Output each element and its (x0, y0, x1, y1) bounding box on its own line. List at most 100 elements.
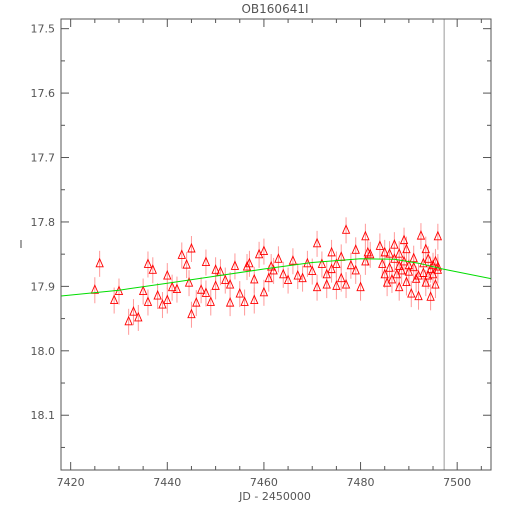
data-point (378, 258, 387, 268)
data-point (177, 249, 186, 259)
data-point (206, 296, 215, 306)
data-point (187, 308, 196, 319)
data-point (341, 224, 351, 234)
data-point (167, 281, 177, 292)
data-point (390, 239, 399, 249)
data-point (385, 262, 394, 272)
x-tick-label: 7480 (347, 476, 375, 489)
data-point (332, 258, 341, 268)
data-point (361, 255, 370, 266)
data-point (312, 237, 322, 248)
data-point (409, 261, 418, 272)
data-point (279, 268, 288, 279)
data-point (245, 257, 254, 268)
y-tick-label: 17.8 (31, 216, 56, 229)
data-point (387, 273, 397, 284)
data-point (184, 277, 194, 287)
data-point (148, 264, 157, 274)
data-point (395, 260, 404, 270)
data-point (192, 297, 201, 307)
data-point (402, 276, 411, 286)
data-point (109, 294, 119, 305)
data-point (428, 268, 438, 279)
y-tick-label: 18.1 (31, 409, 56, 422)
data-point (416, 230, 426, 240)
x-tick-label: 7500 (443, 476, 471, 489)
data-point (433, 260, 443, 271)
data-point (124, 315, 133, 326)
plot-frame (60, 18, 492, 471)
data-point (356, 281, 365, 292)
data-point (411, 273, 421, 283)
y-tick-label: 17.5 (31, 23, 56, 36)
model-fit-line (61, 258, 491, 297)
data-point (163, 294, 172, 305)
data-point (419, 267, 428, 277)
data-point (242, 260, 252, 271)
y-tick-label: 17.9 (31, 280, 56, 293)
data-point (346, 259, 356, 270)
data-point (433, 230, 443, 241)
data-point (404, 259, 414, 270)
x-tick-label: 7460 (250, 476, 278, 489)
data-point (332, 280, 341, 290)
data-point (421, 243, 430, 254)
data-point (385, 248, 394, 258)
data-point (240, 296, 249, 306)
data-point (288, 255, 298, 265)
data-point (414, 290, 423, 301)
data-point (327, 263, 336, 274)
data-point (225, 297, 235, 307)
data-point (366, 248, 375, 259)
data-point (264, 272, 273, 283)
data-point (407, 287, 416, 298)
data-point (182, 258, 191, 269)
data-point (426, 291, 435, 301)
axis-ticks: 7420 7440 7460 7480 7500 17.5 17.6 17.7 17.8 17.9… (31, 19, 491, 489)
data-point (266, 260, 276, 271)
data-point (431, 278, 440, 289)
data-point (322, 278, 331, 289)
data-point (380, 268, 389, 279)
data-point (283, 274, 293, 285)
y-tick-label: 17.6 (31, 87, 56, 100)
data-point (424, 269, 433, 280)
data-point (201, 287, 211, 297)
x-tick-label: 7440 (153, 476, 181, 489)
data-point (431, 255, 440, 266)
data-point (390, 253, 399, 263)
data-point (361, 230, 370, 241)
data-point (327, 246, 336, 257)
data-point (424, 253, 433, 263)
data-point (404, 266, 414, 276)
data-point (341, 278, 351, 289)
data-point (259, 245, 269, 256)
data-point (312, 281, 322, 292)
data-point (230, 260, 240, 270)
y-tick-label: 18.0 (31, 345, 56, 358)
data-point (317, 258, 327, 268)
data-point (421, 277, 430, 287)
data-point (322, 268, 331, 279)
data-point (158, 298, 167, 309)
data-point (196, 284, 206, 294)
data-point (95, 257, 104, 268)
chart-title: OB160641I (241, 2, 308, 16)
data-point (129, 306, 138, 316)
data-point (259, 286, 269, 297)
data-point (402, 243, 411, 254)
data-point (143, 296, 153, 306)
data-point (90, 284, 100, 294)
data-point (138, 285, 148, 295)
data-point (250, 273, 259, 284)
data-point (250, 294, 259, 305)
data-point (211, 280, 220, 290)
data-point (187, 242, 196, 253)
data-point (395, 248, 404, 258)
data-point (293, 269, 302, 280)
data-point (153, 289, 162, 300)
data-point (134, 311, 143, 322)
data-point (375, 240, 385, 250)
